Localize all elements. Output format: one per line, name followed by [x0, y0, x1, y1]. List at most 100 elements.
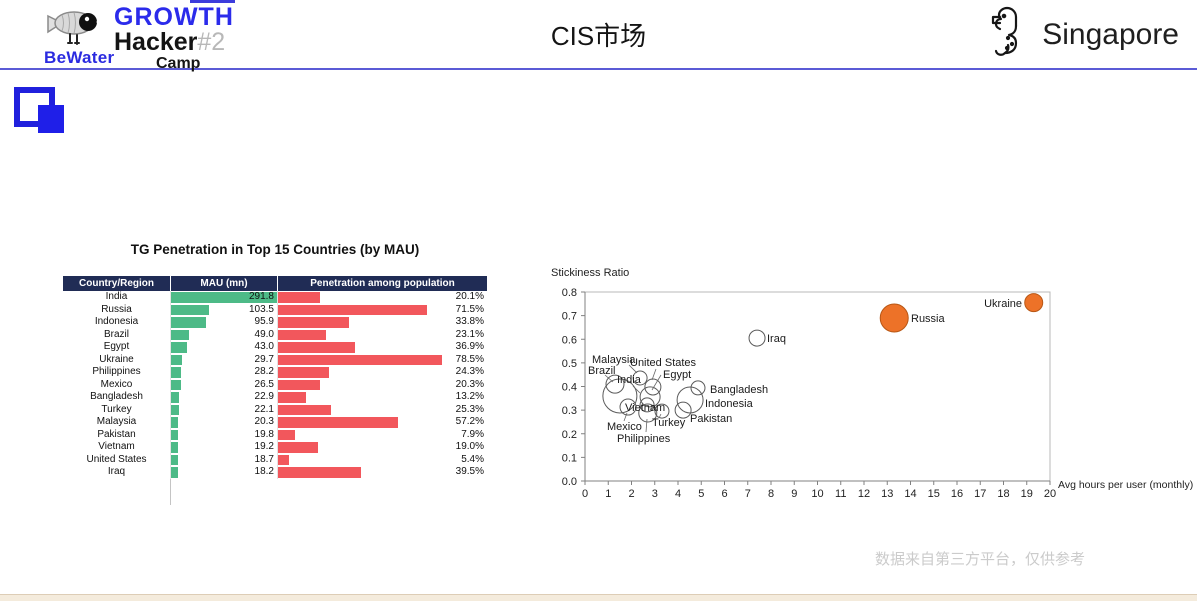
penetration-cell: 20.1% — [277, 291, 487, 304]
vietnam-bubble — [639, 397, 655, 413]
penetration-cell: 24.3% — [277, 366, 487, 379]
penetration-value: 39.5% — [455, 466, 484, 477]
country-cell: Pakistan — [97, 428, 136, 440]
mau-value: 43.0 — [254, 341, 274, 352]
y-tick-label: 0.0 — [562, 476, 577, 488]
mau-bar — [171, 404, 180, 415]
table-row: Egypt 43.0 36.9% — [63, 341, 487, 354]
penetration-bar — [278, 429, 295, 440]
y-tick-label: 0.6 — [562, 334, 577, 346]
iraq-bubble — [748, 329, 766, 347]
x-axis-title: Avg hours per user (monthly) — [1058, 479, 1193, 491]
egypt-label: Egypt — [663, 369, 691, 381]
pakistan-bubble — [674, 401, 692, 419]
mau-bar — [171, 367, 182, 378]
growth-hacker-wordmark: GROWTH Hacker#2 Camp — [114, 4, 234, 73]
table-row: United States 18.7 5.4% — [63, 453, 487, 466]
table-axis-stub — [170, 479, 171, 505]
column-header-penetration: Penetration among population — [277, 276, 487, 291]
ukraine-label: Ukraine — [984, 298, 1022, 310]
penetration-cell: 36.9% — [277, 341, 487, 354]
bewater-wordmark: BeWater — [44, 48, 115, 67]
mau-cell: 49.0 — [170, 328, 277, 341]
table-chart-title: TG Penetration in Top 15 Countries (by M… — [130, 242, 420, 257]
mau-value: 29.7 — [254, 353, 274, 365]
united-states-leader-line — [651, 368, 657, 381]
penetration-value: 57.2% — [455, 416, 484, 427]
penetration-cell: 23.1% — [277, 328, 487, 341]
united-states-label: United States — [630, 357, 697, 369]
slide-header: BeWater GROWTH Hacker#2 Camp CIS市场 — [0, 0, 1197, 72]
penetration-value: 13.2% — [455, 391, 484, 402]
bottom-strip — [0, 594, 1197, 601]
penetration-cell: 19.0% — [277, 441, 487, 454]
x-tick-label: 8 — [768, 488, 774, 500]
table-row: India 291.8 20.1% — [63, 291, 487, 304]
mexico-label: Mexico — [607, 421, 642, 433]
mau-bar — [171, 329, 189, 340]
penetration-cell: 20.3% — [277, 378, 487, 391]
y-tick-label: 0.7 — [562, 311, 577, 323]
country-cell: Indonesia — [94, 316, 139, 327]
mau-bar — [171, 304, 209, 315]
plot-border — [584, 291, 1051, 482]
x-tick-label: 12 — [858, 488, 870, 500]
penetration-bar — [278, 467, 361, 478]
penetration-table-header: Country/Region MAU (mn) Penetration amon… — [63, 276, 487, 291]
mau-value: 22.9 — [254, 391, 274, 402]
x-tick-label: 14 — [904, 488, 916, 500]
mau-cell: 22.1 — [170, 403, 277, 416]
mau-cell: 19.2 — [170, 441, 277, 454]
table-row: Bangladesh 22.9 13.2% — [63, 391, 487, 404]
mau-value: 19.2 — [254, 441, 274, 452]
penetration-cell: 13.2% — [277, 391, 487, 404]
ukraine-bubble — [1024, 293, 1044, 313]
penetration-bar — [278, 367, 329, 378]
column-header-country: Country/Region — [79, 278, 154, 289]
camp-text: Camp — [156, 55, 201, 72]
mau-cell: 20.3 — [170, 416, 277, 429]
penetration-bar — [278, 317, 349, 328]
x-tick-label: 7 — [745, 488, 751, 500]
y-tick-label: 0.8 — [562, 287, 577, 299]
x-tick-label: 3 — [652, 488, 658, 500]
country-cell: Ukraine — [99, 353, 134, 365]
penetration-value: 20.1% — [455, 291, 484, 302]
mau-bar — [171, 467, 178, 478]
penetration-cell: 78.5% — [277, 353, 487, 366]
mau-bar — [171, 429, 179, 440]
mau-value: 291.8 — [248, 291, 274, 302]
mau-bar — [171, 317, 206, 328]
mau-cell: 26.5 — [170, 378, 277, 391]
philippines-bubble — [638, 403, 658, 423]
x-tick-label: 0 — [582, 488, 588, 500]
india-bubble — [602, 378, 638, 414]
philippines-label: Philippines — [617, 433, 671, 445]
country-cell: Philippines — [92, 366, 141, 377]
penetration-value: 24.3% — [455, 366, 484, 377]
penetration-cell: 33.8% — [277, 316, 487, 329]
table-row: Russia 103.5 71.5% — [63, 303, 487, 316]
penetration-cell: 39.5% — [277, 466, 487, 479]
growth-text: GROWTH — [114, 3, 234, 31]
table-row: Vietnam 19.2 19.0% — [63, 441, 487, 454]
penetration-table: Country/Region MAU (mn) Penetration amon… — [63, 276, 487, 479]
vietnam-label: Vietnam — [625, 402, 665, 414]
x-tick-label: 4 — [675, 488, 681, 500]
x-tick-label: 2 — [628, 488, 634, 500]
hacker-number: #2 — [197, 28, 226, 56]
country-cell: Brazil — [103, 328, 129, 340]
penetration-bar — [278, 342, 356, 353]
mau-cell: 18.2 — [170, 466, 277, 479]
bewater-growth-hacker-logo: BeWater GROWTH Hacker#2 Camp — [38, 4, 298, 72]
penetration-bar — [278, 392, 306, 403]
country-cell: Malaysia — [96, 416, 137, 427]
mau-bar — [171, 379, 181, 390]
russia-label: Russia — [911, 313, 946, 325]
fish-icon — [42, 6, 112, 48]
malaysia-bubble — [632, 370, 648, 386]
mau-value: 19.8 — [254, 428, 274, 440]
x-tick-label: 18 — [997, 488, 1009, 500]
country-cell: Mexico — [100, 378, 133, 390]
brazil-label: Brazil — [588, 365, 616, 377]
